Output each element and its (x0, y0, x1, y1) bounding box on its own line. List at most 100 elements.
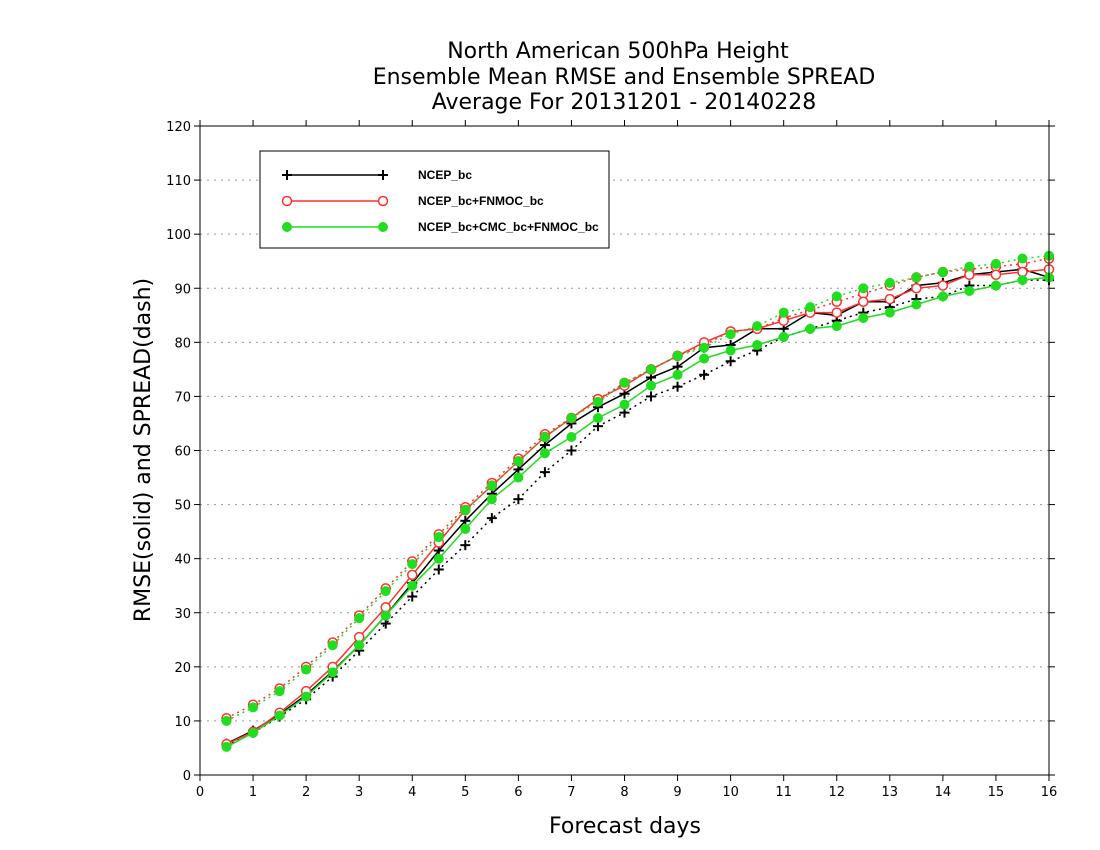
series-2-rmse-point (354, 640, 365, 651)
series-1-rmse-point (831, 307, 842, 318)
series-2-spread-point (566, 413, 577, 424)
y-tick-label: 80 (174, 336, 191, 351)
series-2-spread-point (460, 504, 471, 515)
legend-box (259, 150, 610, 249)
legend-marker-2-a (282, 222, 292, 232)
series-0 (221, 264, 1054, 751)
x-tick-label: 10 (722, 785, 739, 800)
series-2-spread-point (433, 532, 444, 543)
series-2-rmse-point (858, 312, 869, 323)
series-1-rmse-point (884, 293, 896, 305)
x-tick-label: 11 (775, 785, 792, 800)
series-2-rmse-point (1017, 275, 1028, 286)
series-2-spread-point (699, 342, 710, 353)
series-2-spread-point (937, 267, 948, 278)
grid-lines (200, 179, 1049, 722)
x-tick-label: 16 (1041, 785, 1058, 800)
title-line-2: Ensemble Mean RMSE and Ensemble SPREAD (373, 65, 876, 90)
legend-marker-1-b (377, 195, 389, 207)
series-2-rmse-point (486, 494, 497, 505)
series-2-rmse-point (752, 340, 763, 351)
series-2-spread-point (274, 686, 285, 697)
y-tick-label: 100 (166, 228, 191, 243)
x-tick-label: 12 (828, 785, 845, 800)
series-2-spread-point (513, 456, 524, 467)
series-2-spread-point (380, 586, 391, 597)
y-tick-label: 120 (166, 120, 191, 135)
x-tick-label: 13 (882, 785, 899, 800)
x-axis-ticks: 0 1 2 3 4 5 6 7 8 9 10 11 12 13 14 15 16 (196, 120, 1057, 800)
series-2-spread-point (301, 664, 312, 675)
x-tick-label: 1 (249, 785, 257, 800)
series-2-spread-point (911, 272, 922, 283)
series-0-rmse-line (226, 268, 1050, 745)
y-tick-label: 20 (174, 661, 191, 676)
legend-marker-1-a (281, 195, 293, 207)
series-2-spread-point (248, 702, 259, 713)
x-tick-label: 9 (673, 785, 681, 800)
series-2-rmse-point (433, 553, 444, 564)
series-2-spread-point (327, 640, 338, 651)
y-tick-label: 10 (174, 715, 191, 730)
series-2-spread-point (964, 261, 975, 272)
x-tick-label: 8 (620, 785, 628, 800)
x-axis-label: Forecast days (549, 814, 701, 839)
series-2-rmse-point (513, 472, 524, 483)
series-2-spread-point (407, 559, 418, 570)
series-2-rmse-point (672, 369, 683, 380)
x-tick-label: 2 (302, 785, 310, 800)
series-2-rmse-point (725, 345, 736, 356)
legend-marker-2-b (378, 222, 388, 232)
x-tick-label: 6 (514, 785, 522, 800)
series-2-rmse-point (407, 580, 418, 591)
series-2-spread-point (990, 258, 1001, 269)
series-2-rmse-point (539, 448, 550, 459)
series-2-spread-point (539, 431, 550, 442)
series-2-spread-point (486, 480, 497, 491)
series-1-rmse-point (937, 280, 949, 291)
series-2-rmse-point (327, 667, 338, 678)
series-2-spread-point (619, 377, 630, 388)
y-tick-label: 30 (174, 607, 191, 622)
legend-label-1: NCEP_bc+FNMOC_bc (418, 194, 544, 208)
y-axis-label: RMSE(solid) and SPREAD(dash) (131, 278, 156, 622)
y-axis-ticks: 0 10 20 30 40 50 60 70 80 90 100 110 120 (166, 120, 1055, 784)
series-2-spread-point (354, 613, 365, 624)
x-tick-label: 15 (988, 785, 1005, 800)
series-2-rmse-point (964, 285, 975, 296)
series-2-spread-point (725, 329, 736, 340)
series-2-rmse-point (911, 299, 922, 310)
series-2-spread-point (672, 350, 683, 361)
legend-label-2: NCEP_bc+CMC_bc+FNMOC_bc (418, 220, 599, 234)
series-2-rmse-point (990, 280, 1001, 291)
y-tick-label: 60 (174, 445, 191, 460)
x-tick-label: 14 (935, 785, 952, 800)
series-0-spread-line (226, 279, 1049, 746)
series-2-spread-point (1017, 253, 1028, 264)
series-2-rmse-point (699, 353, 710, 364)
series-2-rmse-point (566, 431, 577, 442)
series-2-rmse-point (884, 307, 895, 318)
series-2-rmse-point (805, 323, 816, 334)
y-tick-label: 70 (174, 390, 191, 405)
series-2-rmse-point (248, 727, 259, 738)
series-2-rmse-point (460, 523, 471, 534)
series-2-spread-point (221, 715, 232, 726)
y-tick-label: 90 (174, 282, 191, 297)
series-2 (221, 250, 1054, 752)
x-tick-label: 7 (567, 785, 575, 800)
legend-label-0: NCEP_bc (418, 168, 472, 182)
series-2-spread-point (646, 364, 657, 375)
series-2-rmse-point (778, 331, 789, 342)
y-tick-label: 110 (166, 174, 191, 189)
series-2-rmse-point (301, 691, 312, 702)
y-tick-label: 50 (174, 499, 191, 514)
plot-area (221, 250, 1055, 752)
series-1-rmse-point (858, 296, 869, 308)
series-1-rmse-point (990, 269, 1002, 280)
series-2-rmse-point (221, 741, 232, 752)
y-tick-label: 40 (174, 553, 191, 568)
series-2-rmse-point (592, 413, 603, 424)
series-2-rmse-line (226, 276, 1050, 748)
series-2-spread-point (884, 277, 895, 288)
